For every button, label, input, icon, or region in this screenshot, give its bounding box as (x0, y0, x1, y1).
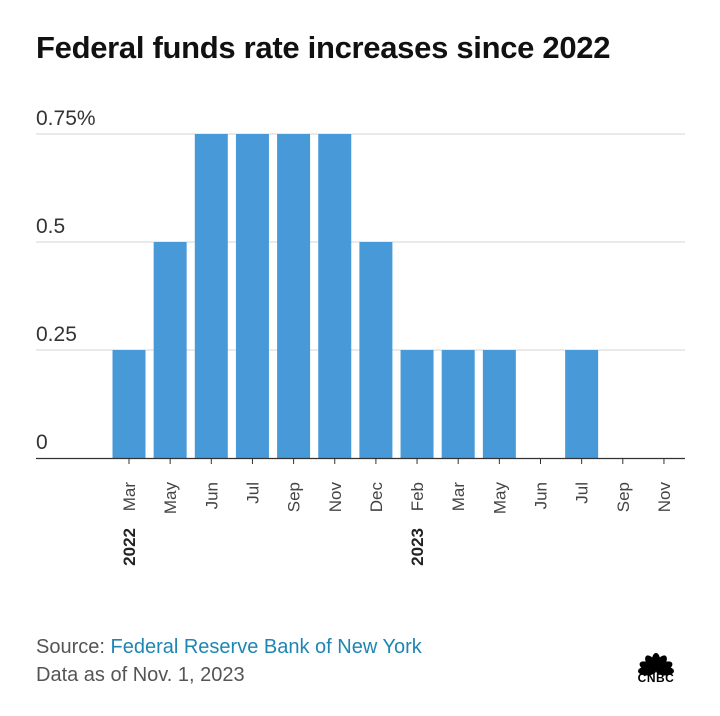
y-tick-label: 0 (36, 431, 48, 454)
x-tick-label: Nov (326, 482, 345, 513)
bars (112, 134, 599, 458)
year-label: 2023 (408, 528, 427, 566)
source-line: Source: Federal Reserve Bank of New York (36, 636, 422, 659)
x-tick-label: Jul (243, 482, 262, 504)
x-tick-label: Feb (408, 482, 427, 511)
bar (565, 350, 599, 458)
x-tick-label: May (161, 482, 180, 515)
brand-logo-text: CNBC (637, 671, 675, 685)
bar (112, 350, 146, 458)
y-tick-label: 0.25 (36, 323, 77, 346)
x-tick-label: Sep (614, 482, 633, 512)
bar (153, 242, 187, 458)
x-tick-label: Mar (449, 482, 468, 512)
y-tick-label: 0.5 (36, 215, 65, 238)
x-tick-label: Jun (202, 482, 221, 509)
bar-chart: 0 0.25 0.5 0.75% Mar May Jun Jul Sep Nov Dec Feb Mar… (36, 107, 685, 566)
bar (400, 350, 434, 458)
x-tick-label: Dec (367, 482, 386, 513)
data-date-note: Data as of Nov. 1, 2023 (36, 664, 245, 686)
bar (235, 134, 269, 458)
bar (277, 134, 311, 458)
x-tick-label: Jul (573, 482, 592, 504)
source-link[interactable]: Federal Reserve Bank of New York (110, 636, 422, 658)
peacock-icon (638, 653, 674, 676)
x-tick-label: Nov (655, 482, 674, 513)
y-tick-label: 0.75% (36, 107, 96, 130)
bar (318, 134, 352, 458)
axes: 0 0.25 0.5 0.75% Mar May Jun Jul Sep Nov Dec Feb Mar… (36, 107, 685, 566)
bar (441, 350, 475, 458)
chart-title: Federal funds rate increases since 2022 (36, 30, 611, 65)
year-label: 2022 (120, 528, 139, 566)
x-tick-label: Jun (532, 482, 551, 509)
x-tick-label: Mar (120, 482, 139, 512)
bar (359, 242, 393, 458)
source-prefix: Source: (36, 636, 111, 658)
x-tick-label: May (490, 482, 509, 515)
x-tick-label: Sep (285, 482, 304, 512)
bar (194, 134, 228, 458)
bar (482, 350, 516, 458)
